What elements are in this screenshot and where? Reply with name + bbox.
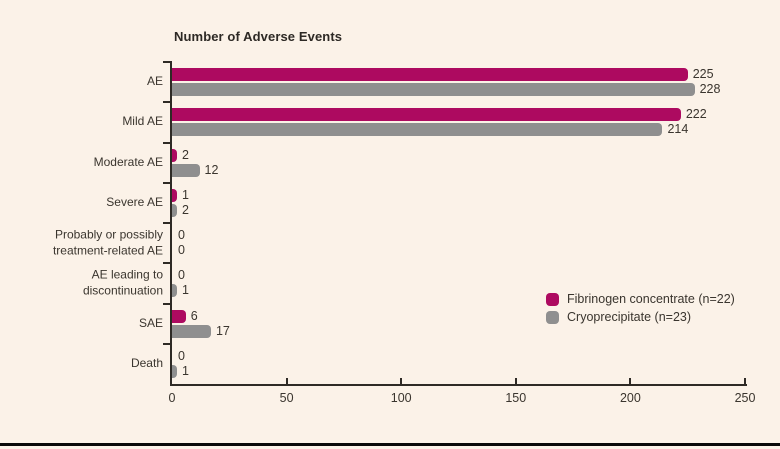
- bar: [172, 108, 681, 122]
- legend-label-cryoprecipitate: Cryoprecipitate (n=23): [567, 310, 692, 324]
- bar: [172, 309, 186, 323]
- bottom-rule: [0, 443, 780, 446]
- x-tick-label: 250: [734, 391, 756, 405]
- category-label: Mild AE: [122, 114, 163, 129]
- category-label: AE leading to discontinuation: [82, 267, 163, 298]
- category-label: Severe AE: [106, 195, 163, 210]
- y-axis-tick: [163, 262, 172, 265]
- bar-value-label: 0: [178, 228, 185, 243]
- bar-value-label: 1: [182, 363, 189, 378]
- bar: [172, 364, 177, 378]
- x-axis-tick: [285, 378, 288, 384]
- bar: [172, 68, 688, 82]
- x-tick-label: 200: [619, 391, 641, 405]
- x-axis-line: [170, 384, 747, 386]
- bar: [172, 163, 200, 177]
- category-label: AE: [146, 74, 163, 89]
- y-axis-tick: [163, 222, 172, 224]
- legend: Fibrinogen concentrate (n=22) Cryoprecip…: [546, 290, 735, 326]
- bar-value-label: 17: [215, 323, 230, 338]
- y-axis-tick: [163, 181, 172, 184]
- bar-value-label: 12: [204, 162, 219, 177]
- bar: [172, 284, 177, 298]
- bar-value-label: 2: [182, 202, 189, 217]
- x-tick-label: 100: [390, 391, 412, 405]
- bar: [172, 188, 177, 202]
- x-axis-tick: [514, 378, 517, 384]
- bar-value-label: 2: [182, 147, 189, 162]
- y-axis-tick: [163, 342, 172, 345]
- y-axis-tick: [163, 61, 172, 63]
- y-axis-tick: [163, 101, 172, 104]
- bar-value-label: 225: [692, 67, 714, 82]
- bar-value-label: 228: [699, 82, 721, 97]
- y-axis-tick: [163, 302, 172, 305]
- legend-marker-fibrinogen-icon: [546, 292, 559, 306]
- bar-value-label: 0: [178, 268, 185, 283]
- bar: [172, 203, 177, 217]
- x-axis-tick: [400, 378, 403, 384]
- x-axis-tick: [629, 378, 632, 384]
- bar-value-label: 1: [182, 187, 189, 202]
- chart-title: Number of Adverse Events: [174, 29, 343, 44]
- bar: [172, 148, 177, 162]
- x-tick-label: 0: [168, 391, 176, 405]
- bar: [172, 324, 211, 338]
- bar-value-label: 0: [178, 243, 185, 258]
- x-tick-label: 150: [505, 391, 527, 405]
- category-label: Moderate AE: [93, 154, 163, 169]
- category-label: Death: [130, 356, 163, 371]
- bar: [172, 123, 663, 137]
- y-axis-tick: [163, 141, 172, 144]
- bar-value-label: 222: [685, 107, 707, 122]
- legend-label-fibrinogen: Fibrinogen concentrate (n=22): [567, 292, 735, 306]
- x-axis-tick: [744, 378, 746, 384]
- bar-value-label: 1: [182, 283, 189, 298]
- y-axis-line: [170, 62, 172, 386]
- bar-value-label: 214: [667, 122, 689, 137]
- legend-marker-cryoprecipitate-icon: [546, 310, 559, 324]
- legend-item-fibrinogen: Fibrinogen concentrate (n=22): [546, 290, 735, 308]
- x-tick-label: 50: [279, 391, 294, 405]
- category-label: Probably or possibly treatment-related A…: [52, 227, 163, 258]
- bar-value-label: 0: [178, 348, 185, 363]
- legend-item-cryoprecipitate: Cryoprecipitate (n=23): [546, 308, 735, 326]
- bar: [172, 83, 695, 97]
- bar-value-label: 6: [190, 308, 198, 323]
- category-label: SAE: [138, 315, 163, 330]
